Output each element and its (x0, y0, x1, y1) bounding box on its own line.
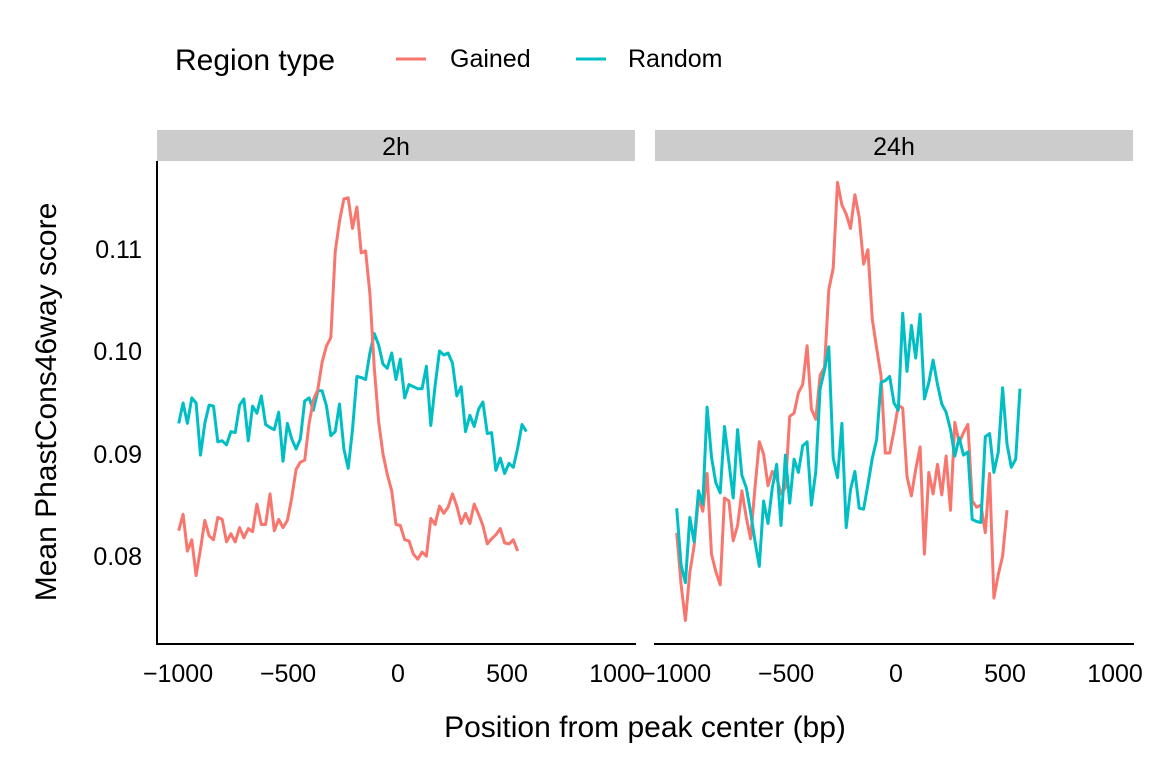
x-tick-label-2h: −1000 (143, 660, 213, 688)
series-line-2h-gained (177, 196, 520, 578)
panel-2h-plot (177, 196, 528, 578)
panel-24h-plot (675, 180, 1022, 622)
x-tick-label-24h: 500 (984, 660, 1026, 688)
legend-label-gained: Gained (450, 45, 531, 73)
strip-2h (157, 130, 635, 161)
x-tick-label-2h: 500 (486, 660, 528, 688)
x-tick-label-2h: 1000 (589, 660, 645, 688)
x-tick-label-2h: 0 (391, 660, 405, 688)
strip-24h (655, 130, 1133, 161)
legend-label-random: Random (628, 45, 723, 73)
y-axis-title: Mean PhastCons46way score (30, 203, 63, 602)
x-tick-label-24h: −1000 (641, 660, 711, 688)
strip-label-2h: 2h (382, 133, 410, 161)
y-tick-label: 0.10 (93, 338, 142, 366)
legend-title: Region type (175, 44, 335, 77)
x-tick-label-2h: −500 (260, 660, 316, 688)
legend: Region type Gained Random (175, 44, 723, 77)
x-axis-title: Position from peak center (bp) (444, 711, 846, 744)
x-tick-label-24h: 1000 (1087, 660, 1143, 688)
strip-label-24h: 24h (873, 133, 915, 161)
x-tick-label-24h: 0 (889, 660, 903, 688)
y-tick-label: 0.09 (93, 441, 142, 469)
x-tick-label-24h: −500 (758, 660, 814, 688)
series-line-24h-random (675, 311, 1022, 585)
series-line-24h-gained (675, 180, 1009, 622)
y-tick-label: 0.08 (93, 543, 142, 571)
series-line-2h-random (177, 332, 528, 475)
y-tick-label: 0.11 (95, 236, 142, 264)
